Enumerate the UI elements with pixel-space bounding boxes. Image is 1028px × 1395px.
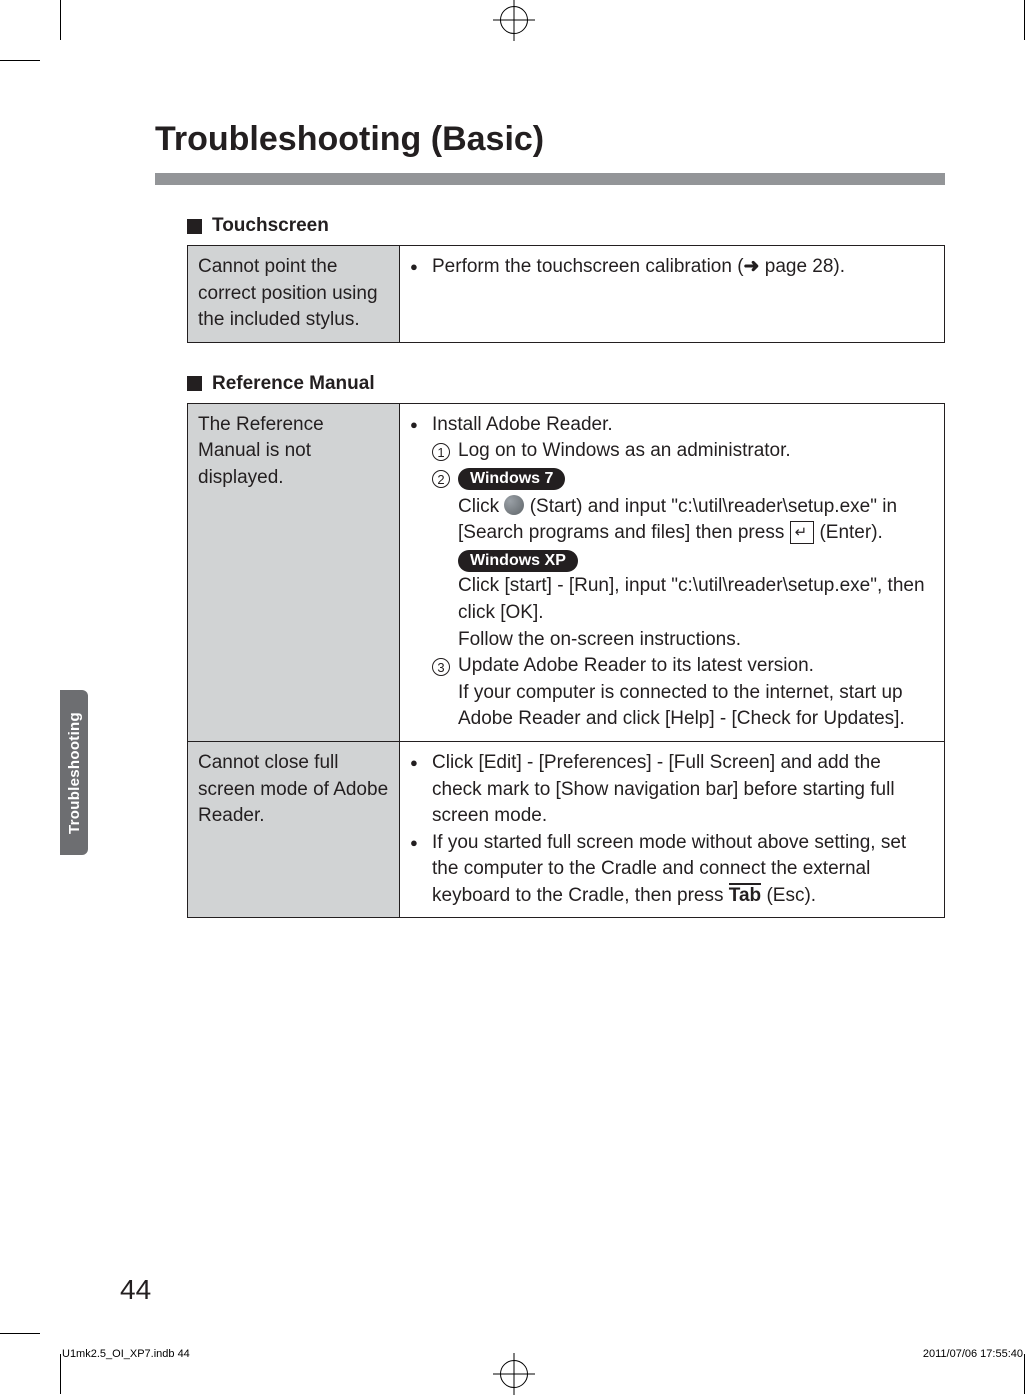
sidebar-label: Troubleshooting	[66, 712, 83, 834]
touchscreen-row1-solution: Perform the touchscreen calibration ( pa…	[400, 246, 945, 343]
heading-text: Reference Manual	[212, 373, 375, 395]
title-bar	[155, 173, 945, 185]
step-number: 1	[432, 438, 458, 465]
reference-row1-problem: The Reference Manual is not displayed.	[188, 403, 400, 741]
solution-text: Install Adobe Reader.	[432, 412, 934, 439]
page-title: Troubleshooting (Basic)	[155, 120, 945, 159]
step-detail: Follow the on-screen instructions.	[458, 627, 934, 654]
solution-text: If you started full screen mode without …	[432, 830, 934, 910]
step-number: 3	[432, 653, 458, 680]
step-text: Update Adobe Reader to its latest versio…	[458, 653, 934, 680]
crop-mark	[0, 1333, 40, 1334]
touchscreen-heading: Touchscreen	[187, 215, 945, 237]
reference-row2-solution: Click [Edit] - [Preferences] - [Full Scr…	[400, 741, 945, 918]
tab-key: Tab	[729, 883, 761, 906]
arrow-right-icon	[744, 256, 760, 277]
start-orb-icon	[504, 495, 524, 515]
reference-row2-problem: Cannot close full screen mode of Adobe R…	[188, 741, 400, 918]
crop-mark	[1024, 1354, 1025, 1394]
enter-key-icon	[790, 521, 815, 544]
page-content: Troubleshooting (Basic) Touchscreen Cann…	[60, 60, 1025, 1334]
print-footer: U1mk2.5_OI_XP7.indb 44 2011/07/06 17:55:…	[62, 1348, 1023, 1360]
square-bullet-icon	[187, 219, 202, 234]
touchscreen-table: Cannot point the correct position using …	[187, 245, 945, 343]
step-detail: Click [start] - [Run], input "c:\util\re…	[458, 573, 934, 626]
page-number: 44	[120, 1274, 151, 1306]
bullet-icon	[410, 750, 432, 830]
sidebar-tab: Troubleshooting	[60, 690, 88, 855]
step-number: 2	[432, 465, 458, 492]
heading-text: Touchscreen	[212, 215, 329, 237]
step-text: Windows 7	[458, 465, 934, 492]
step-detail: If your computer is connected to the int…	[458, 680, 934, 733]
windows7-pill: Windows 7	[458, 468, 565, 490]
step-detail: Click (Start) and input "c:\util\reader\…	[458, 492, 934, 547]
windowsxp-pill: Windows XP	[458, 550, 578, 572]
crop-mark	[0, 60, 40, 61]
solution-text: Perform the touchscreen calibration ( pa…	[432, 254, 934, 281]
bullet-icon	[410, 830, 432, 910]
footer-right: 2011/07/06 17:55:40	[923, 1348, 1023, 1360]
step-detail: Windows XP	[458, 547, 934, 574]
step-text: Log on to Windows as an administrator.	[458, 438, 934, 465]
square-bullet-icon	[187, 376, 202, 391]
reference-table: The Reference Manual is not displayed. I…	[187, 403, 945, 919]
crop-mark	[60, 1354, 61, 1394]
crop-mark	[1024, 0, 1025, 40]
bullet-icon	[410, 254, 432, 281]
reference-row1-solution: Install Adobe Reader. 1 Log on to Window…	[400, 403, 945, 741]
reference-heading: Reference Manual	[187, 373, 945, 395]
registration-mark	[500, 6, 528, 34]
footer-left: U1mk2.5_OI_XP7.indb 44	[62, 1348, 190, 1360]
registration-mark	[500, 1360, 528, 1388]
crop-mark	[60, 0, 61, 40]
solution-text: Click [Edit] - [Preferences] - [Full Scr…	[432, 750, 934, 830]
touchscreen-row1-problem: Cannot point the correct position using …	[188, 246, 400, 343]
bullet-icon	[410, 412, 432, 439]
